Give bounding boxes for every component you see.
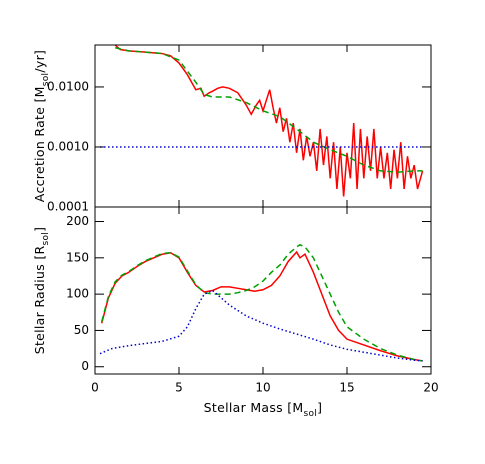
x-axis-label: Stellar Mass [Msol] (204, 400, 323, 419)
x-axis-label-part: ] (317, 400, 322, 415)
x-tick-label: 20 (423, 381, 438, 395)
x-tick-label: 15 (339, 381, 354, 395)
x-axis-label-part: sol (304, 409, 318, 419)
y-tick-label: 200 (66, 214, 89, 228)
y-tick-label: 100 (66, 287, 89, 301)
data-line (99, 289, 423, 362)
y-axis-label-part: ] (32, 227, 47, 232)
y-tick-label: 150 (66, 250, 89, 264)
y-axis-label: Accretion Rate [Msol/yr] (32, 50, 51, 202)
y-axis-label-part: Stellar Radius [R (32, 245, 47, 354)
x-axis-label-part: Stellar Mass [M (204, 400, 304, 415)
y-tick-label: 0.0100 (47, 79, 89, 93)
data-line (114, 47, 423, 173)
y-tick-label: 0.0010 (47, 139, 89, 153)
y-axis-label: Stellar Radius [Rsol] (32, 227, 51, 355)
data-line (114, 45, 424, 197)
x-tick-label: 5 (175, 381, 183, 395)
y-axis-label-part: sol (41, 232, 51, 246)
y-tick-label: 50 (74, 323, 89, 337)
data-line (100, 243, 423, 362)
x-tick-label: 0 (91, 381, 99, 395)
y-tick-label: 0.0001 (47, 200, 89, 214)
y-tick-label: 0 (81, 359, 89, 373)
x-tick-label: 10 (255, 381, 270, 395)
y-axis-label-part: Accretion Rate [M (32, 86, 47, 202)
y-axis-label-part: sol (41, 73, 51, 87)
y-axis-label-part: /yr] (32, 50, 47, 73)
plot-frame (94, 44, 432, 208)
